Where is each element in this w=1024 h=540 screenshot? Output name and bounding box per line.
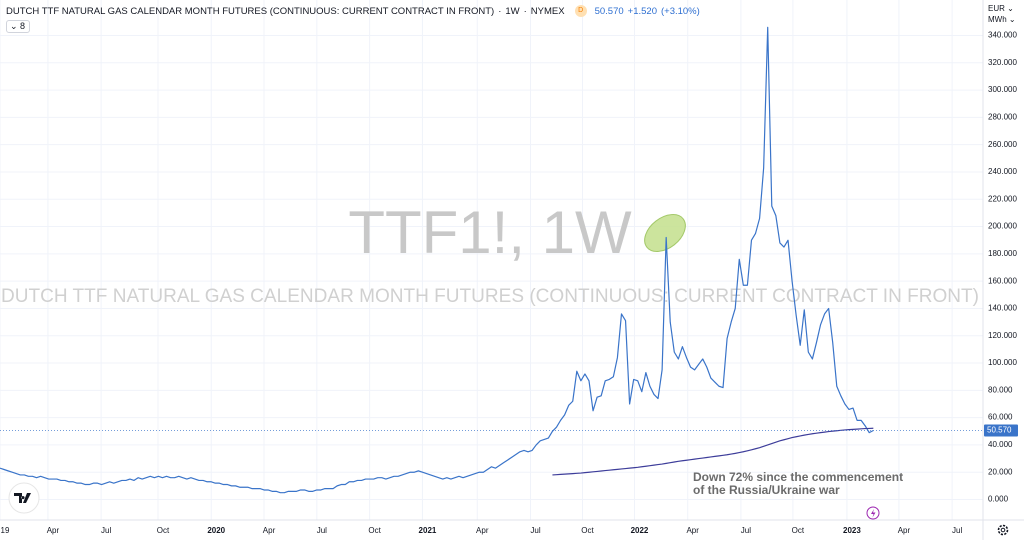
x-tick-label: Jul (317, 526, 327, 535)
header: DUTCH TTF NATURAL GAS CALENDAR MONTH FUT… (6, 5, 704, 17)
y-tick-label: 100.000 (988, 358, 1017, 367)
y-tick-label: 80.000 (988, 385, 1013, 394)
last-price-label: 50.570 (987, 426, 1012, 435)
separator: · (498, 5, 502, 17)
price-change: +1.520 (627, 5, 657, 17)
series-line (552, 427, 874, 476)
y-tick-label: 300.000 (988, 85, 1017, 94)
x-tick-label: Jul (741, 526, 751, 535)
x-tick-label: Oct (368, 526, 381, 535)
y-tick-label: 60.000 (988, 413, 1013, 422)
x-tick-label: Jul (952, 526, 962, 535)
y-tick-label: 120.000 (988, 331, 1017, 340)
symbol-title: DUTCH TTF NATURAL GAS CALENDAR MONTH FUT… (6, 5, 495, 17)
grid (0, 0, 983, 520)
y-tick-label: 40.000 (988, 440, 1013, 449)
y-tick-label: 140.000 (988, 304, 1017, 313)
x-tick-label: Apr (898, 526, 911, 535)
price-change-pct: (+3.10%) (660, 5, 700, 17)
gear-outer[interactable] (997, 524, 1009, 536)
indicators-toggle[interactable]: ⌄ 8 (6, 20, 31, 33)
toggle-arrow[interactable]: ⌄ (10, 21, 21, 31)
interval: 1W (505, 5, 520, 17)
last-price: 50.570 (594, 5, 624, 17)
y-tick-label: 340.000 (988, 31, 1017, 40)
x-tick-label: 19 (1, 526, 10, 535)
currency-row[interactable]: EUR ⌄ (988, 4, 1014, 13)
last-price-box (984, 424, 1018, 437)
separator: · (523, 5, 527, 17)
logo-mark[interactable] (14, 493, 31, 503)
source-badge[interactable]: D (574, 5, 587, 17)
lightning-icon[interactable] (871, 509, 876, 518)
x-tick-label: Oct (792, 526, 805, 535)
watermark-name: DUTCH TTF NATURAL GAS CALENDAR MONTH FUT… (1, 286, 979, 307)
x-tick-label: 2021 (419, 526, 437, 535)
y-tick-label: 0.000 (988, 495, 1009, 504)
x-tick-label: 2020 (207, 526, 225, 535)
x-tick-label: 2022 (631, 526, 649, 535)
y-tick-label: 240.000 (988, 167, 1017, 176)
indicator-count[interactable]: 8 (20, 21, 26, 31)
x-tick-label: Oct (581, 526, 594, 535)
x-tick-label: Oct (157, 526, 170, 535)
settings-button[interactable] (997, 524, 1009, 536)
y-tick-label: 220.000 (988, 194, 1017, 203)
series-line (0, 26, 874, 494)
gear-inner[interactable] (1000, 527, 1006, 533)
x-tick-label: Apr (686, 526, 699, 535)
y-tick-label: 20.000 (988, 467, 1013, 476)
annotation: Down 72% since the commencement of the R… (693, 471, 903, 497)
x-tick-label: Jul (101, 526, 111, 535)
y-tick-label: 160.000 (988, 276, 1017, 285)
lightning-button[interactable] (866, 506, 880, 520)
tv-logo[interactable] (8, 482, 40, 514)
y-tick-label: 320.000 (988, 58, 1017, 67)
exchange: NYMEX (530, 5, 565, 17)
x-tick-label: Apr (47, 526, 60, 535)
y-tick-label: 200.000 (988, 222, 1017, 231)
y-tick-label: 280.000 (988, 112, 1017, 121)
x-tick-label: 2023 (843, 526, 861, 535)
x-tick-label: Apr (263, 526, 276, 535)
unit-selector[interactable]: EUR ⌄ MWh ⌄ (988, 3, 1016, 25)
annotation-line: Down 72% since the commencement (693, 470, 904, 484)
highlight-ellipse (644, 214, 686, 252)
watermark-symbol: TTF1!, 1W (348, 199, 632, 266)
plot (0, 26, 983, 494)
x-tick-label: Jul (530, 526, 540, 535)
unit[interactable]: MWh (988, 15, 1007, 24)
y-tick-label: 180.000 (988, 249, 1017, 258)
y-tick-label: 260.000 (988, 140, 1017, 149)
annotation-line: of the Russia/Ukraine war (693, 483, 840, 497)
unit-row[interactable]: MWh ⌄ (988, 15, 1016, 24)
x-tick-label: Apr (476, 526, 489, 535)
currency[interactable]: EUR (988, 4, 1005, 13)
